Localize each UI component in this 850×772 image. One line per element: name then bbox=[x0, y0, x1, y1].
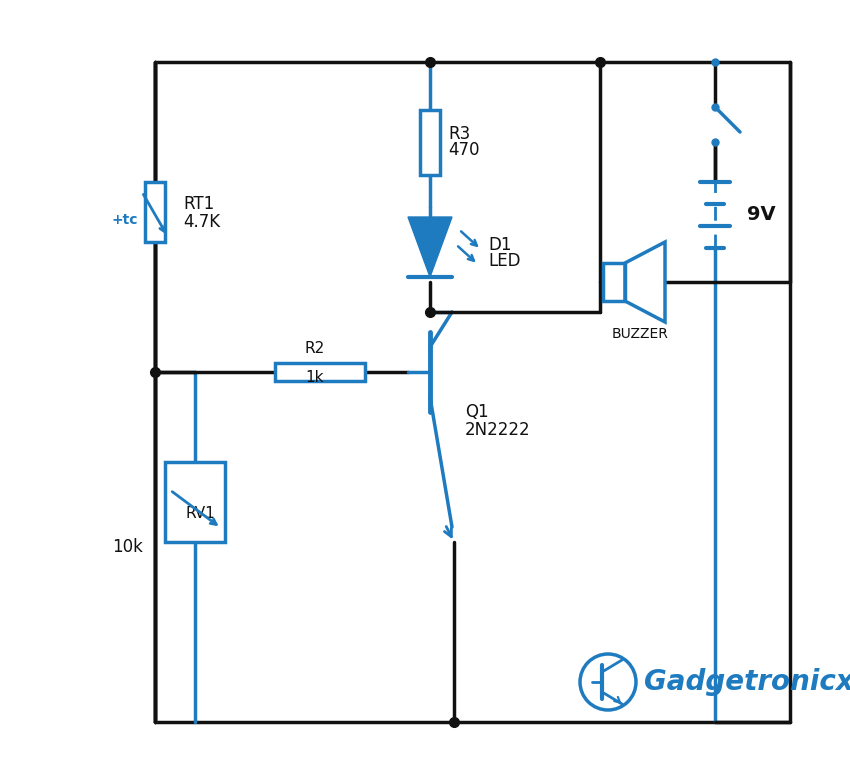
Text: RT1: RT1 bbox=[183, 195, 214, 213]
Text: RV1: RV1 bbox=[185, 506, 215, 522]
Bar bbox=[603, 263, 625, 301]
Text: R2: R2 bbox=[305, 341, 325, 356]
Text: 1k: 1k bbox=[306, 370, 324, 385]
Text: 10k: 10k bbox=[112, 538, 143, 556]
Text: D1: D1 bbox=[488, 235, 512, 253]
Text: 9V: 9V bbox=[747, 205, 775, 225]
Text: Q1: Q1 bbox=[465, 403, 489, 421]
Text: BUZZER: BUZZER bbox=[611, 327, 668, 341]
Text: 4.7K: 4.7K bbox=[183, 213, 220, 231]
Bar bbox=[145, 182, 165, 242]
Text: 470: 470 bbox=[448, 141, 479, 159]
Text: +tc: +tc bbox=[111, 213, 139, 227]
Text: LED: LED bbox=[488, 252, 520, 270]
Polygon shape bbox=[408, 217, 452, 277]
Bar bbox=[165, 462, 225, 542]
Bar bbox=[275, 363, 365, 381]
Text: Gadgetronicx: Gadgetronicx bbox=[644, 668, 850, 696]
Text: 2N2222: 2N2222 bbox=[465, 421, 530, 439]
Bar bbox=[420, 110, 440, 174]
Text: R3: R3 bbox=[448, 125, 470, 143]
